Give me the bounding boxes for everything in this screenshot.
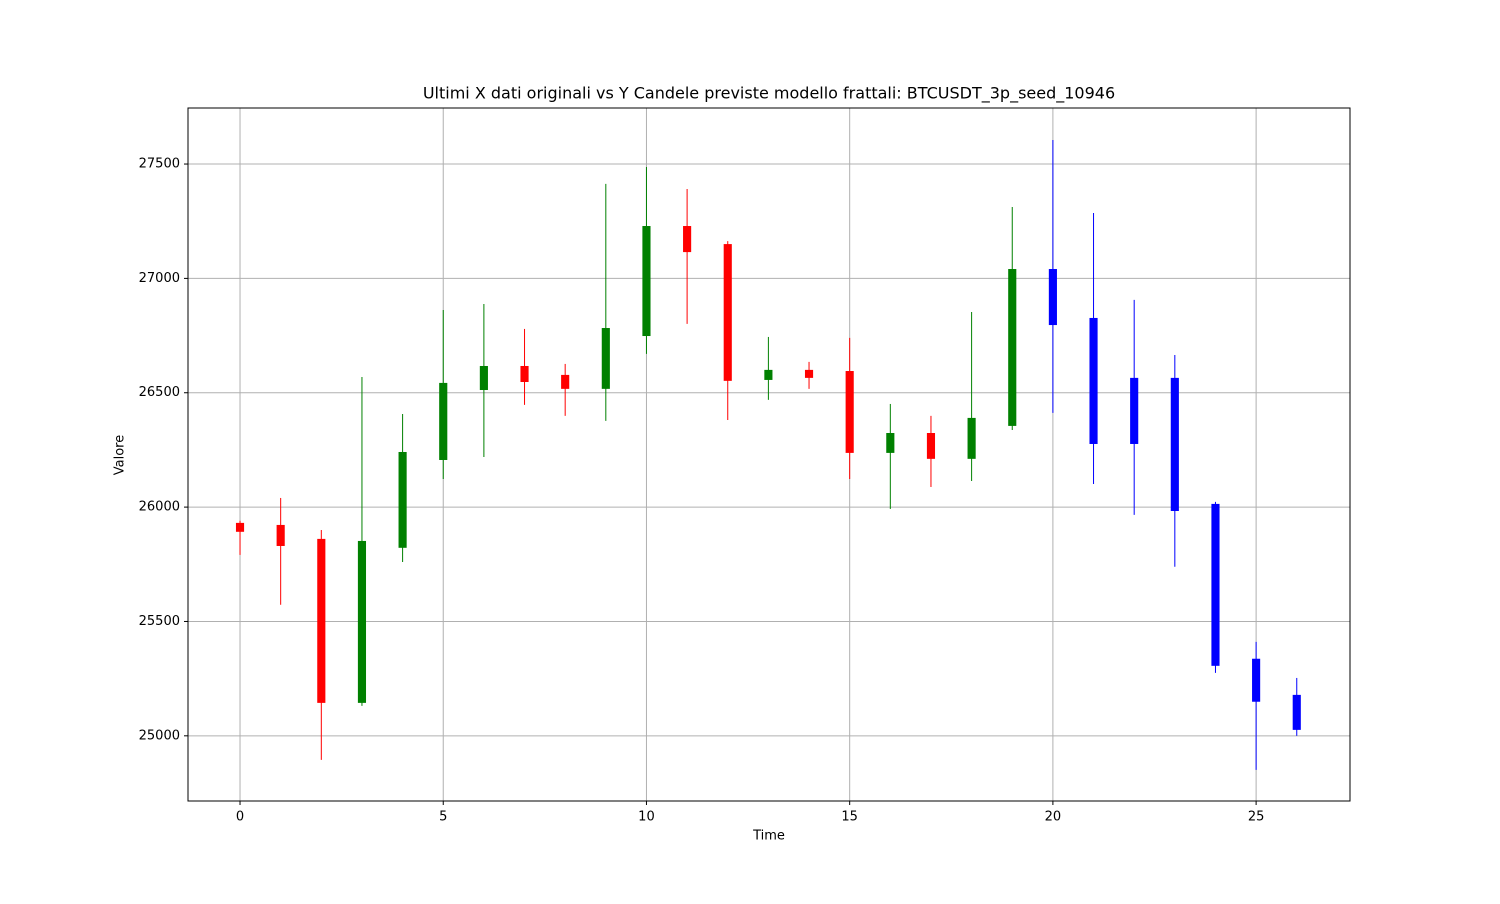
candle-body [1170,377,1179,511]
candle-body [1048,269,1057,326]
x-tick-label: 5 [439,810,447,825]
y-tick-label: 26500 [139,385,180,400]
candle-body [235,522,245,532]
candle-body [1089,317,1098,444]
y-tick-label: 27000 [139,271,180,286]
y-tick-label: 25000 [139,728,180,743]
candle-body [561,374,570,389]
x-tick-label: 10 [638,810,655,825]
x-tick-label: 20 [1045,810,1062,825]
candle-body [357,540,367,703]
candle-body [601,328,610,389]
candle-body [886,433,895,453]
candle-body [1292,694,1301,730]
candle-body [1211,503,1220,666]
candle-body [845,371,854,453]
candle-body [398,451,407,548]
x-axis-label: Time [752,829,785,844]
candle-body [642,226,651,337]
candle-body [317,538,326,703]
candle-body [1130,377,1139,444]
candle-body [479,365,488,391]
chart-title: Ultimi X dati originali vs Y Candele pre… [423,84,1115,104]
x-tick-label: 0 [236,810,244,825]
y-tick-label: 25500 [139,614,180,629]
candle-body [967,417,976,459]
candle-body [520,365,529,382]
candle-body [276,524,285,546]
x-tick-label: 25 [1248,810,1265,825]
candle-body [439,382,448,460]
x-tick-label: 15 [841,810,858,825]
candle-body [1008,269,1017,426]
candle-body [804,369,814,378]
candle-body [683,226,692,253]
y-axis-label: Valore [113,435,128,475]
candle-body [1252,658,1261,702]
candle-body [764,369,773,380]
plot-frame [187,107,1351,802]
candle-body [723,244,732,381]
y-tick-label: 27500 [139,157,180,172]
candle-body [926,433,936,459]
y-tick-label: 26000 [139,500,180,515]
